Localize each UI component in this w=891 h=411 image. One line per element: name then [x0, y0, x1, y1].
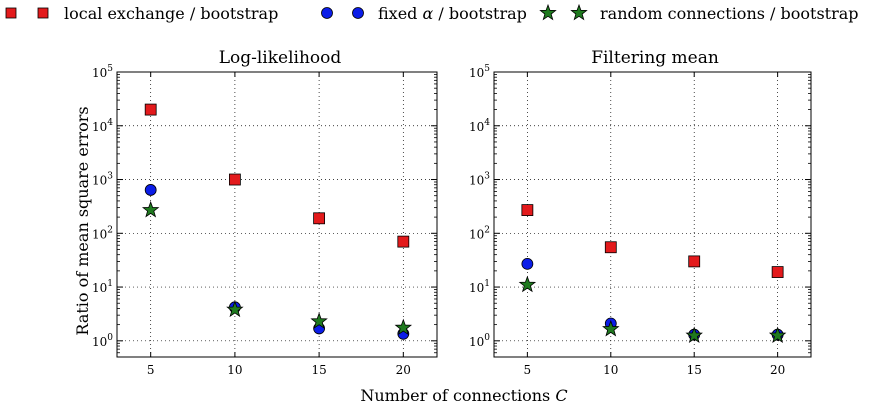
grid — [117, 71, 437, 357]
y-axis-label: Ratio of mean square errors — [73, 106, 92, 335]
series-2 — [141, 200, 413, 336]
legend-star-shape-1 — [539, 3, 557, 21]
data-point-star — [141, 200, 160, 218]
grid — [494, 71, 811, 357]
legend-marker-square-1 — [5, 7, 17, 19]
data-point-square — [688, 255, 701, 268]
series-0 — [144, 103, 410, 248]
y-tick-label: 102 — [92, 225, 113, 241]
legend: local exchange / bootstrap fixed α / boo… — [5, 3, 859, 23]
data-point-star — [226, 300, 244, 318]
legend-marker-star-2 — [570, 3, 588, 21]
legend-label-fixed-suffix: / bootstrap — [433, 4, 527, 23]
legend-label-local-exchange: local exchange / bootstrap — [64, 4, 278, 23]
y-tick-label: 103 — [469, 172, 490, 188]
series-1 — [521, 257, 784, 341]
y-tick-label: 105 — [469, 64, 490, 80]
x-tick-label: 15 — [687, 363, 702, 377]
y-tick-label: 101 — [469, 279, 490, 295]
series-2 — [518, 275, 787, 344]
data-point-star — [310, 312, 328, 329]
chart-panel-log-likelihood: Log-likelihood 5 10 15 20 100 101 102 103 104 105 — [92, 48, 438, 377]
legend-marker-circle-1 — [321, 7, 333, 19]
y-tick-label: 104 — [92, 118, 113, 134]
data-point-square — [228, 173, 241, 186]
x-axis-label-text: Number of connections — [360, 386, 555, 405]
data-point-star — [685, 326, 703, 344]
legend-label-alpha-symbol: α — [423, 4, 434, 23]
legend-marker-square-2 — [37, 7, 49, 19]
plot-frame — [493, 71, 812, 358]
data-point-square — [771, 266, 784, 278]
data-point-square — [144, 103, 157, 116]
x-tick-label: 15 — [311, 363, 326, 377]
y-tick-label: 101 — [92, 279, 113, 295]
x-tick-label: 10 — [603, 363, 618, 377]
y-tick-label: 103 — [92, 172, 113, 188]
legend-entry-random-connections: random connections / bootstrap — [539, 3, 859, 23]
data-point-square — [604, 241, 617, 254]
legend-marker-star-1 — [539, 3, 557, 21]
legend-label-fixed-alpha: fixed α / bootstrap — [378, 4, 527, 23]
series-1 — [144, 184, 410, 340]
chart-panel-filtering-mean: Filtering mean 5 10 15 20 100 101 102 103 104 105 — [469, 48, 812, 377]
legend-marker-circle-2 — [352, 7, 364, 19]
x-axis-label: Number of connections C — [360, 386, 567, 405]
legend-star-shape-2 — [570, 3, 588, 21]
minor-ticks — [117, 74, 437, 358]
series-0 — [521, 204, 784, 278]
x-tick-label: 5 — [524, 363, 532, 377]
data-point-square — [521, 204, 534, 216]
y-tick-label: 105 — [92, 64, 113, 80]
legend-entry-fixed-alpha: fixed α / bootstrap — [321, 4, 527, 23]
data-point-circle — [144, 184, 157, 196]
legend-entry-local-exchange: local exchange / bootstrap — [5, 4, 278, 23]
chart-title-filtering-mean: Filtering mean — [591, 48, 719, 68]
plot-frame — [116, 71, 438, 358]
y-tick-label: 100 — [92, 333, 113, 349]
legend-label-random-connections: random connections / bootstrap — [600, 4, 859, 23]
data-point-star — [602, 319, 620, 337]
data-point-star — [394, 318, 413, 336]
x-axis-label-symbol: C — [555, 386, 567, 405]
data-point-circle — [521, 257, 534, 270]
x-tick-label: 5 — [147, 363, 155, 377]
chart-title-log-likelihood: Log-likelihood — [219, 48, 342, 68]
y-tick-label: 102 — [469, 225, 490, 241]
x-tick-label: 20 — [770, 363, 785, 377]
data-point-square — [397, 235, 410, 248]
y-tick-label: 100 — [469, 333, 490, 349]
x-tick-label: 20 — [396, 363, 411, 377]
data-point-square — [313, 212, 326, 225]
minor-ticks — [494, 74, 811, 358]
x-tick-label: 10 — [227, 363, 242, 377]
data-point-star — [768, 326, 787, 344]
legend-label-fixed-prefix: fixed — [378, 4, 423, 23]
y-tick-label: 104 — [469, 118, 490, 134]
data-point-star — [518, 275, 537, 293]
